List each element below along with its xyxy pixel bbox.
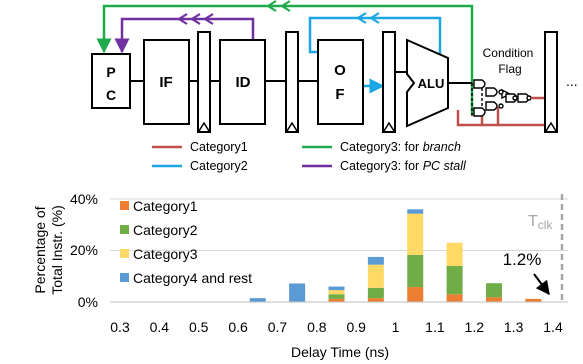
x-tick-label: 0.6 (228, 319, 248, 335)
of-label-top: O (334, 62, 346, 79)
legend-label: Category1 (133, 198, 198, 214)
x-tick-label: 0.4 (150, 319, 170, 335)
branch-path (96, 4, 474, 115)
gate-icon (485, 101, 498, 111)
bar-category4 (328, 286, 345, 291)
x-tick-label: 1.2 (465, 319, 485, 335)
legend-label-category2: Category2 (190, 159, 248, 173)
alu-label: ALU (418, 76, 445, 91)
y-tick-labels: 0% 20% 40% (70, 191, 98, 310)
chart-legend: Category1 Category2 Category3 Category4 … (120, 198, 252, 286)
path-legend: Category1 Category2 Category3: for branc… (152, 140, 467, 173)
pipeline-register-4 (544, 31, 558, 133)
bar-category2 (446, 265, 463, 295)
legend-label: Category2 (133, 222, 198, 238)
legend-swatch-category1 (120, 201, 129, 210)
category2-chevron-icons (355, 12, 380, 24)
legend-swatch-category2 (120, 225, 129, 234)
clock-icon (545, 121, 557, 132)
x-tick-label: 0.5 (189, 319, 209, 335)
condition-label-bottom: Flag (498, 62, 521, 76)
pipeline-register-2 (285, 31, 299, 133)
legend-label: Category4 and rest (133, 270, 252, 286)
x-tick-label: 1.3 (504, 319, 524, 335)
alu-block (406, 38, 449, 128)
x-tick-label: 0.9 (346, 319, 366, 335)
annotation-label: 1.2% (503, 250, 542, 269)
if-block (143, 39, 190, 125)
x-tick-labels: 0.3 0.4 0.5 0.6 0.7 0.8 0.9 1 1.1 1.2 1.3 1.4 (110, 319, 563, 335)
y-gridlines (110, 198, 568, 251)
of-label-bottom: F (335, 86, 344, 103)
legend-swatch-category4 (120, 273, 129, 282)
pipeline-register-3 (382, 31, 396, 133)
of-block (317, 39, 364, 125)
bar-category1 (407, 287, 424, 302)
y-tick-label: 40% (70, 191, 98, 207)
y-axis-title-line1: Percentage of (32, 206, 48, 293)
legend-label-category1: Category1 (190, 140, 248, 154)
bar-category3 (328, 290, 345, 295)
delay-histogram: 0% 20% 40% 0.3 0.4 0.5 0.6 0.7 0.8 0.9 1 1.1 1.2 1… (32, 191, 568, 360)
x-axis-title: Delay Time (ns) (291, 344, 389, 360)
branch-chevron-icons (265, 0, 291, 12)
pc-stall-chevron-icons (176, 13, 214, 25)
bar-category4 (407, 209, 424, 214)
bars (249, 209, 542, 302)
bar-category1 (446, 294, 463, 302)
bar-category1 (328, 298, 345, 302)
gate-icon (473, 107, 486, 117)
bar-category2 (328, 294, 345, 299)
condition-label-top: Condition (483, 46, 534, 60)
tclk-label: Tclk (528, 213, 553, 232)
bar-category1 (367, 298, 384, 302)
bar-category2 (407, 254, 424, 288)
x-tick-label: 1 (392, 319, 400, 335)
pc-block (91, 53, 131, 109)
bar-category2 (485, 283, 502, 298)
x-tick-label: 0.7 (268, 319, 288, 335)
legend-label-branch: Category3: for branch (340, 140, 461, 154)
gate-icon (485, 87, 498, 97)
y-tick-label: 20% (70, 242, 98, 258)
id-label: ID (236, 74, 251, 91)
clock-icon (383, 121, 395, 132)
legend-swatch-category3 (120, 249, 129, 258)
id-block (219, 39, 266, 125)
x-tick-label: 0.8 (307, 319, 327, 335)
bar-category4 (289, 283, 306, 302)
pipeline-register-1 (197, 31, 211, 133)
bar-category2 (367, 287, 384, 299)
bar-category3 (446, 242, 463, 266)
bar-category3 (407, 213, 424, 255)
bar-category1 (525, 298, 542, 302)
bar-category4 (249, 298, 266, 302)
clock-icon (198, 121, 210, 132)
continuation-ellipsis: ... (566, 73, 578, 89)
clock-icon (286, 121, 298, 132)
condition-logic (471, 79, 545, 118)
pc-label-top: P (106, 64, 115, 80)
x-tick-label: 1.4 (543, 319, 563, 335)
bar-category1 (485, 297, 502, 302)
bar-category3 (367, 264, 384, 288)
x-tick-label: 0.3 (110, 319, 130, 335)
x-tick-label: 1.1 (425, 319, 445, 335)
pc-label-bottom: C (106, 87, 116, 103)
y-axis-title-line2: Total Instr. (%) (49, 205, 65, 294)
bar-category4 (367, 256, 384, 265)
pipeline-diagram: P C IF ID O F ALU Condition Flag (91, 0, 578, 133)
if-label: IF (159, 74, 172, 91)
y-tick-label: 0% (78, 294, 98, 310)
annotation-arrow (533, 273, 550, 296)
legend-label: Category3 (133, 246, 198, 262)
gate-icon (473, 79, 486, 89)
legend-label-pc-stall: Category3: for PC stall (340, 159, 467, 173)
